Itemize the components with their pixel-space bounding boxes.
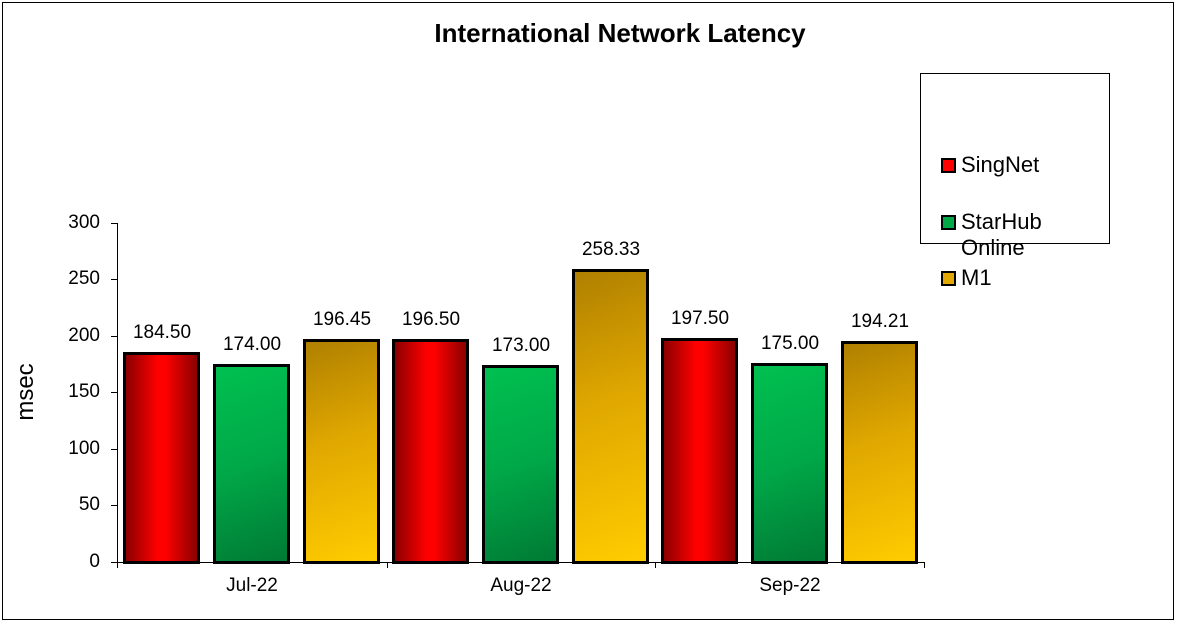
value-label: 184.50 [132, 322, 192, 343]
bar-m1-sep-22 [841, 341, 918, 564]
value-label: 174.00 [222, 334, 282, 355]
legend-label: StarHub [961, 209, 1042, 234]
bar-m1-aug-22 [572, 269, 649, 564]
y-tick-label: 50 [78, 494, 100, 515]
bar-starhub-jul-22 [213, 364, 290, 564]
y-tick [111, 279, 117, 280]
legend-swatch-singnet [941, 158, 956, 173]
value-label: 194.21 [850, 311, 910, 332]
y-tick-label: 100 [68, 438, 100, 459]
y-tick-label: 150 [68, 381, 100, 402]
y-tick [111, 392, 117, 393]
x-tick-label: Aug-22 [490, 575, 552, 596]
legend-item-m1: M1 [941, 265, 992, 291]
y-tick-label: 300 [68, 212, 100, 233]
y-tick [111, 562, 117, 563]
bar-m1-jul-22 [303, 339, 380, 564]
value-label: 173.00 [491, 335, 551, 356]
x-tick-label: Sep-22 [759, 575, 821, 596]
legend-swatch-starhub [941, 215, 956, 230]
bar-singnet-jul-22 [123, 352, 200, 564]
legend-item-singnet: SingNet [941, 152, 1040, 178]
legend-label: M1 [961, 265, 992, 290]
value-label: 175.00 [760, 333, 820, 354]
y-tick-label: 0 [89, 551, 100, 572]
value-label: 196.45 [312, 309, 372, 330]
chart-title: International Network Latency [434, 18, 806, 48]
y-tick [111, 223, 117, 224]
y-tick-label: 250 [68, 268, 100, 289]
y-tick [111, 505, 117, 506]
y-axis [117, 223, 118, 563]
bar-starhub-sep-22 [751, 363, 828, 564]
bar-starhub-aug-22 [482, 365, 559, 564]
x-tick-label: Jul-22 [226, 575, 278, 596]
y-tick [111, 336, 117, 337]
y-axis-title: msec [12, 363, 39, 421]
x-tick [924, 562, 925, 568]
y-tick [111, 449, 117, 450]
value-label: 196.50 [401, 309, 461, 330]
bar-singnet-sep-22 [661, 338, 738, 564]
legend-label-line2: Online [961, 235, 1025, 260]
legend: SingNet StarHub Online M1 [920, 73, 1110, 290]
legend-item-starhub: StarHub Online [941, 209, 1042, 261]
legend-label: SingNet [961, 152, 1040, 177]
legend-swatch-m1 [941, 271, 956, 286]
x-tick [655, 562, 656, 568]
x-tick [387, 562, 388, 568]
bar-singnet-aug-22 [392, 339, 469, 564]
value-label: 258.33 [581, 239, 641, 260]
value-label: 197.50 [670, 308, 730, 329]
y-tick-label: 200 [68, 325, 100, 346]
x-tick [117, 562, 118, 568]
